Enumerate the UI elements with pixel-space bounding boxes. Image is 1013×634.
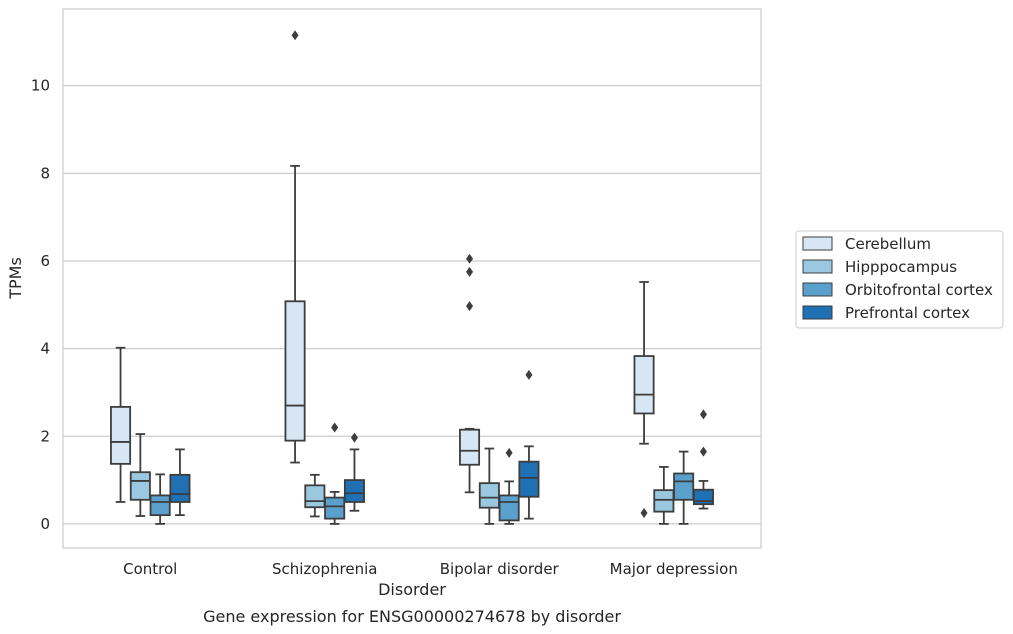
outlier-point <box>699 409 707 420</box>
box-hipppocampus <box>129 433 151 517</box>
outlier-point <box>291 30 299 41</box>
outlier-point <box>466 253 474 264</box>
box-body <box>478 482 500 509</box>
box-cerebellum <box>459 253 481 494</box>
box-body <box>653 489 675 513</box>
x-tick-label: Schizophrenia <box>272 560 377 578</box>
box-prefrontal-cortex <box>692 409 714 510</box>
chart-caption: Gene expression for ENSG00000274678 by d… <box>203 607 621 626</box>
box-body <box>459 428 481 466</box>
box-hipppocampus <box>304 473 326 518</box>
legend-swatch <box>802 236 833 251</box>
box-cerebellum <box>284 30 306 464</box>
outlier-point <box>466 301 474 312</box>
x-tick-label: Bipolar disorder <box>440 560 560 578</box>
box-body <box>518 460 540 498</box>
box-orbitofrontal-cortex <box>498 447 520 525</box>
box-body <box>633 355 655 415</box>
plot-frame <box>62 8 762 549</box>
box-body <box>284 300 306 442</box>
box-prefrontal-cortex <box>169 448 191 517</box>
box-orbitofrontal-cortex <box>149 473 171 525</box>
outlier-point <box>466 266 474 277</box>
legend-items: Cerebellum Hipppocampus Orbitofrontal cort… <box>802 235 993 322</box>
box-hipppocampus <box>653 466 675 525</box>
y-tick-label: 4 <box>40 340 50 358</box>
x-tick-label: Control <box>123 560 177 578</box>
legend-label: Prefrontal cortex <box>845 304 970 322</box>
outlier-point <box>525 369 533 380</box>
legend-swatch <box>802 305 833 320</box>
legend: Cerebellum Hipppocampus Orbitofrontal cort… <box>795 230 1004 329</box>
outlier-point <box>505 447 513 458</box>
outlier-point <box>331 422 339 433</box>
box-prefrontal-cortex <box>343 432 365 512</box>
y-tick-label: 10 <box>31 77 50 95</box>
grid-lines <box>63 85 761 525</box>
box-orbitofrontal-cortex <box>673 450 695 525</box>
box-prefrontal-cortex <box>518 369 540 520</box>
box-orbitofrontal-cortex <box>324 422 346 525</box>
legend-label: Hipppocampus <box>845 258 957 276</box>
box-hipppocampus <box>478 447 500 525</box>
y-tick-label: 6 <box>40 252 50 270</box>
legend-frame <box>795 230 1004 329</box>
box-body <box>149 494 171 517</box>
box-body <box>343 479 365 503</box>
y-tick-labels: 0 2 4 6 8 10 <box>31 77 50 533</box>
box-cerebellum <box>633 281 655 518</box>
box-body <box>304 484 326 509</box>
box-cerebellum <box>110 346 132 503</box>
y-tick-label: 8 <box>40 164 50 182</box>
y-axis-title: TPMs <box>6 257 25 300</box>
outlier-point <box>640 507 648 518</box>
box-body <box>110 405 132 465</box>
x-tick-labels: Control Schizophrenia Bipolar disorder Majo… <box>123 560 738 578</box>
box-body <box>498 494 520 522</box>
y-tick-label: 0 <box>40 515 50 533</box>
outlier-point <box>350 432 358 443</box>
legend-swatch <box>802 259 833 274</box>
x-tick-label: Major depression <box>610 560 738 578</box>
x-axis-title: Disorder <box>378 580 446 599</box>
y-tick-label: 2 <box>40 427 50 445</box>
box-body <box>324 496 346 520</box>
legend-swatch <box>802 282 833 297</box>
plot-area <box>63 9 761 548</box>
box-body <box>673 472 695 501</box>
box-body <box>169 473 191 503</box>
boxes <box>110 30 714 525</box>
box-body <box>129 471 151 501</box>
legend-label: Cerebellum <box>845 235 931 253</box>
legend-label: Orbitofrontal cortex <box>845 281 993 299</box>
outlier-point <box>699 446 707 457</box>
